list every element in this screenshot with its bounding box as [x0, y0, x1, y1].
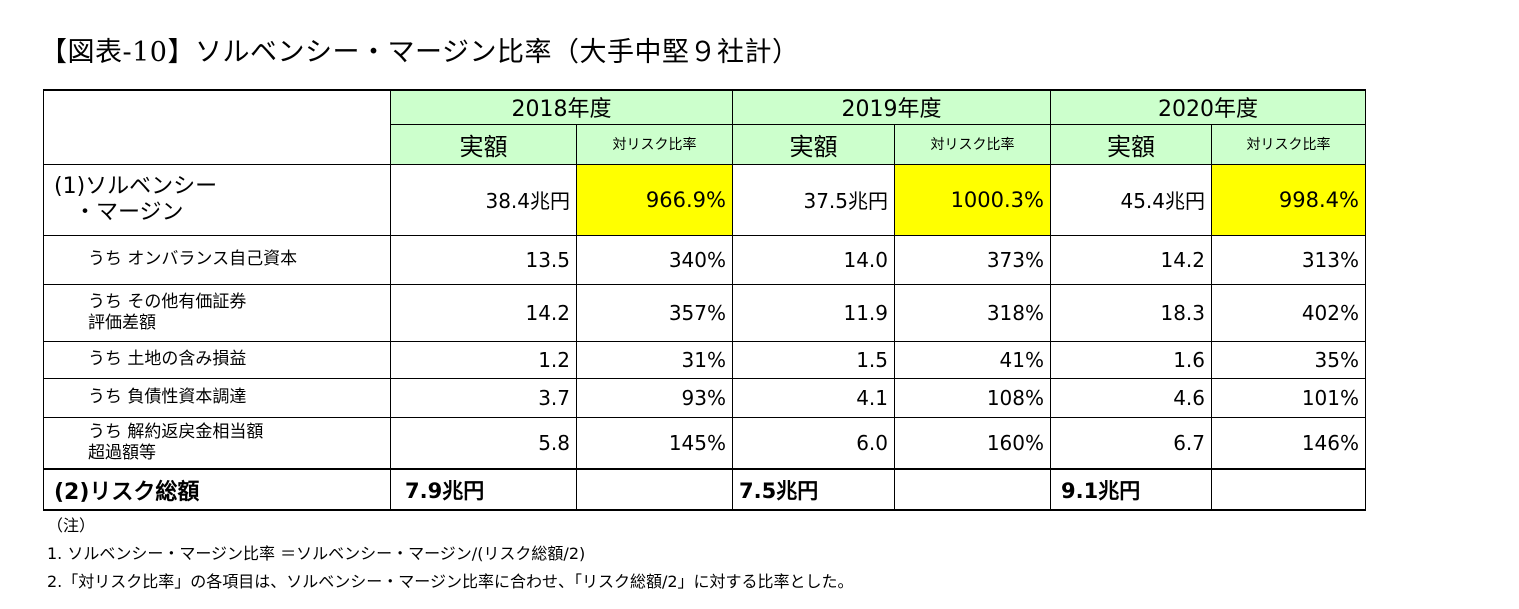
note-item: 1. ソルベンシー・マージン比率 ＝ソルベンシー・マージン/(リスク総額/2)	[47, 544, 586, 563]
notes-heading: （注）	[47, 516, 96, 535]
notes: （注） 1. ソルベンシー・マージン比率 ＝ソルベンシー・マージン/(リスク総額…	[47, 512, 854, 596]
solvency-amount-2020: 45.4兆円	[1050, 163, 1212, 236]
row-label: うち 解約返戻金相当額 超過額等	[43, 416, 391, 470]
risk-total-2019: 7.5兆円	[732, 468, 895, 511]
solvency-amount-2018: 38.4兆円	[390, 163, 577, 236]
row-label-line1: うち 解約返戻金相当額	[88, 421, 264, 442]
amount-cell: 13.5	[390, 234, 577, 285]
solvency-table: 2018年度 2019年度 2020年度 実額 対リスク比率 実額 対リスク比率…	[43, 89, 1366, 511]
row-label-line1: うち オンバランス自己資本	[88, 249, 298, 269]
risk-total-2018: 7.9兆円	[390, 468, 577, 511]
ratio-cell: 313%	[1211, 234, 1366, 285]
year-2020-header: 2020年度	[1050, 89, 1366, 125]
ratio-cell: 108%	[894, 377, 1051, 418]
ratio-cell: 340%	[576, 234, 733, 285]
ratio-cell: 373%	[894, 234, 1051, 285]
ratio-header: 対リスク比率	[576, 123, 733, 165]
amount-cell: 4.1	[732, 377, 895, 418]
amount-cell: 1.2	[390, 340, 577, 379]
row-label: うち その他有価証券 評価差額	[43, 283, 391, 342]
year-header-row: 2018年度 2019年度 2020年度	[43, 89, 1366, 165]
ratio-cell: 41%	[894, 340, 1051, 379]
year-2019-header: 2019年度	[732, 89, 1051, 125]
solvency-amount-2019: 37.5兆円	[732, 163, 895, 236]
amount-cell: 18.3	[1050, 283, 1212, 342]
ratio-cell: 31%	[576, 340, 733, 379]
risk-total-label: (2)リスク総額	[43, 468, 391, 511]
empty-cell	[894, 468, 1051, 511]
amount-header: 実額	[732, 123, 895, 165]
amount-cell: 1.5	[732, 340, 895, 379]
ratio-header: 対リスク比率	[1211, 123, 1366, 165]
risk-total-2020: 9.1兆円	[1050, 468, 1212, 511]
amount-header: 実額	[390, 123, 577, 165]
table-row: うち その他有価証券 評価差額 14.2 357% 11.9 318% 18.3 …	[43, 283, 1366, 342]
row-label-line1: うち 負債性資本調達	[88, 387, 247, 407]
note-item: 2.「対リスク比率」の各項目は、ソルベンシー・マージン比率に合わせ、「リスク総額…	[47, 572, 854, 591]
amount-cell: 14.0	[732, 234, 895, 285]
header-blank-cell	[43, 89, 391, 165]
amount-cell: 14.2	[1050, 234, 1212, 285]
row-label-line2: 超過額等	[88, 442, 156, 463]
ratio-cell: 93%	[576, 377, 733, 418]
amount-cell: 4.6	[1050, 377, 1212, 418]
solvency-ratio-2020: 998.4%	[1211, 163, 1366, 236]
table-row: うち 負債性資本調達 3.7 93% 4.1 108% 4.6 101%	[43, 377, 1366, 418]
ratio-cell: 318%	[894, 283, 1051, 342]
row-label-line1: うち 土地の含み損益	[88, 349, 247, 369]
risk-total-row: (2)リスク総額 7.9兆円 7.5兆円 9.1兆円	[43, 468, 1366, 511]
solvency-label-line2: ・マージン	[74, 199, 184, 225]
ratio-cell: 101%	[1211, 377, 1366, 418]
row-label: うち 土地の含み損益	[43, 340, 391, 379]
table-row: うち オンバランス自己資本 13.5 340% 14.0 373% 14.2 3…	[43, 234, 1366, 285]
table-row: うち 土地の含み損益 1.2 31% 1.5 41% 1.6 35%	[43, 340, 1366, 379]
solvency-margin-row: (1)ソルベンシー ・マージン 38.4兆円 966.9% 37.5兆円 100…	[43, 163, 1366, 236]
ratio-cell: 145%	[576, 416, 733, 470]
amount-cell: 6.0	[732, 416, 895, 470]
row-label-line2: 評価差額	[88, 312, 156, 333]
row-label-line1: うち その他有価証券	[88, 291, 247, 312]
table-row: うち 解約返戻金相当額 超過額等 5.8 145% 6.0 160% 6.7 14…	[43, 416, 1366, 470]
amount-header: 実額	[1050, 123, 1212, 165]
ratio-cell: 357%	[576, 283, 733, 342]
amount-cell: 14.2	[390, 283, 577, 342]
ratio-cell: 160%	[894, 416, 1051, 470]
amount-cell: 6.7	[1050, 416, 1212, 470]
subheader-row: 実額 対リスク比率 実額 対リスク比率 実額 対リスク比率	[44, 123, 1366, 165]
page-title: 【図表-10】ソルベンシー・マージン比率（大手中堅９社計）	[40, 37, 800, 68]
ratio-header: 対リスク比率	[894, 123, 1051, 165]
empty-cell	[576, 468, 733, 511]
amount-cell: 1.6	[1050, 340, 1212, 379]
amount-cell: 11.9	[732, 283, 895, 342]
solvency-margin-label: (1)ソルベンシー ・マージン	[43, 163, 391, 236]
amount-cell: 3.7	[390, 377, 577, 418]
solvency-label-line1: (1)ソルベンシー	[54, 173, 218, 199]
year-2018-header: 2018年度	[390, 89, 733, 125]
solvency-ratio-2019: 1000.3%	[894, 163, 1051, 236]
ratio-cell: 146%	[1211, 416, 1366, 470]
row-label: うち 負債性資本調達	[43, 377, 391, 418]
ratio-cell: 402%	[1211, 283, 1366, 342]
row-label: うち オンバランス自己資本	[43, 234, 391, 285]
amount-cell: 5.8	[390, 416, 577, 470]
solvency-ratio-2018: 966.9%	[576, 163, 733, 236]
empty-cell	[1211, 468, 1366, 511]
ratio-cell: 35%	[1211, 340, 1366, 379]
